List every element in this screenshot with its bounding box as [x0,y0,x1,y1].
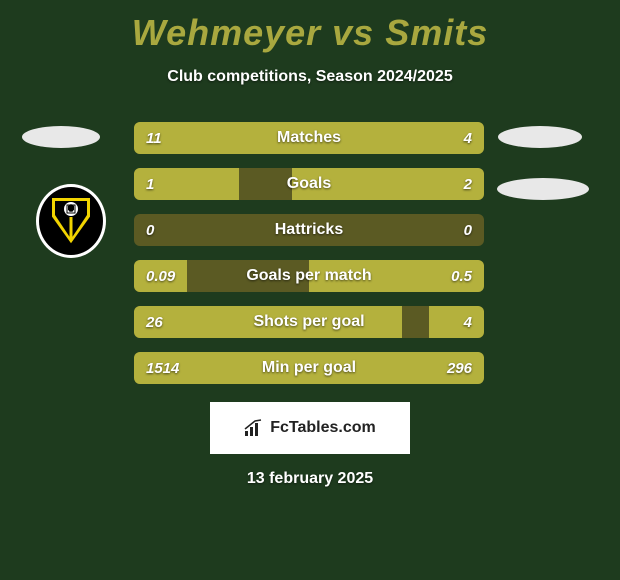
watermark: FcTables.com [210,402,410,454]
avatar-placeholder [498,126,582,148]
avatar-placeholder [22,126,100,148]
avatar-placeholder [497,178,589,200]
stat-row: Goals per match0.09 0.5 [134,260,484,292]
stat-row: Matches11 4 [134,122,484,154]
stat-value-left: 0 [146,214,154,246]
stat-value-right: 4 [464,306,472,338]
stat-label: Hattricks [134,214,484,246]
date: 13 february 2025 [0,470,620,488]
stat-row: Shots per goal26 4 [134,306,484,338]
team-logo-left [36,184,106,258]
comparison-card: Wehmeyer vs Smits Club competitions, Sea… [0,0,620,580]
shield-icon [49,195,93,247]
stat-label: Min per goal [134,352,484,384]
stat-value-left: 0.09 [146,260,175,292]
stat-value-left: 1 [146,168,154,200]
stat-row: Goals1 2 [134,168,484,200]
stat-value-right: 296 [447,352,472,384]
subtitle: Club competitions, Season 2024/2025 [0,68,620,86]
stat-value-left: 26 [146,306,163,338]
stat-label: Matches [134,122,484,154]
stat-label: Goals [134,168,484,200]
watermark-text: FcTables.com [270,419,376,437]
stat-label: Goals per match [134,260,484,292]
stat-value-right: 0 [464,214,472,246]
page-title: Wehmeyer vs Smits [0,0,620,54]
stat-row: Min per goal1514 296 [134,352,484,384]
stat-row: Hattricks0 0 [134,214,484,246]
stat-value-right: 0.5 [451,260,472,292]
stat-value-right: 2 [464,168,472,200]
comparison-bars: Matches11 4 Goals1 2 Hattricks0 0 Goals per ma… [134,122,484,398]
chart-icon [244,419,264,437]
stat-value-left: 11 [146,122,162,154]
stat-value-left: 1514 [146,352,179,384]
stat-value-right: 4 [464,122,472,154]
team-logo-inner [39,187,103,255]
stat-label: Shots per goal [134,306,484,338]
